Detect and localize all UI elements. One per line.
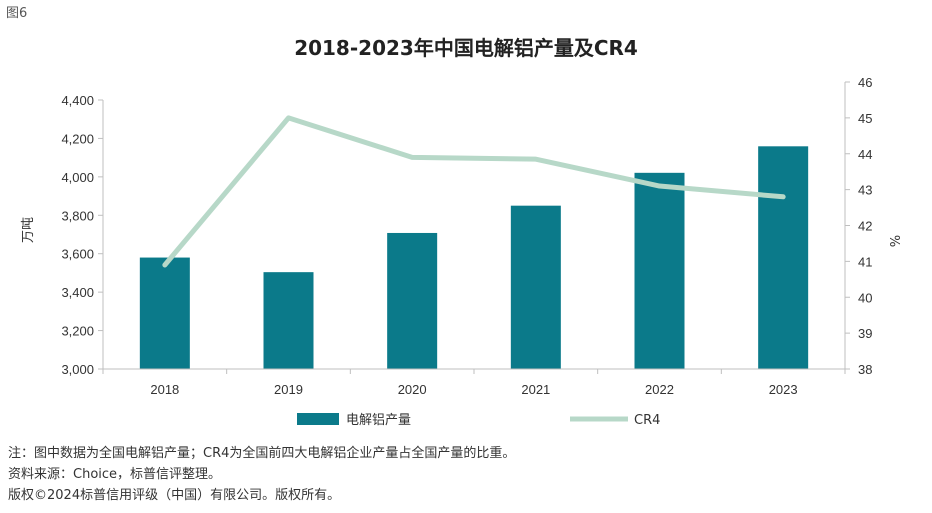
- x-tick-label: 2019: [274, 382, 303, 397]
- y-tick-label: 3,200: [61, 324, 94, 339]
- y-tick-label: 3,400: [61, 285, 94, 300]
- y-tick-label: 4,200: [61, 131, 94, 146]
- bar: [510, 205, 561, 369]
- y2-tick-label: 38: [858, 362, 872, 377]
- y2-tick-label: 44: [858, 147, 872, 162]
- bar: [263, 272, 314, 369]
- bar: [634, 172, 685, 369]
- y-axis-title: 万吨: [21, 217, 36, 243]
- chart-title: 2018-2023年中国电解铝产量及CR4: [294, 36, 638, 60]
- legend: 电解铝产量 CR4: [297, 413, 660, 428]
- y2-tick-label: 46: [858, 75, 872, 90]
- y-tick-label: 4,400: [61, 93, 94, 108]
- y2-tick-label: 42: [858, 219, 872, 234]
- y-tick-label: 4,000: [61, 170, 94, 185]
- y2-tick-label: 41: [858, 254, 872, 269]
- cr4-line: [162, 115, 786, 268]
- bar: [758, 146, 809, 369]
- notes: 注：图中数据为全国电解铝产量；CR4为全国前四大电解铝企业产量占全国产量的比重。…: [8, 443, 515, 506]
- y-tick-label: 3,800: [61, 208, 94, 223]
- y-tick-label: 3,600: [61, 247, 94, 262]
- y2-tick-label: 39: [858, 326, 872, 341]
- x-tick-label: 2021: [521, 382, 550, 397]
- x-tick-label: 2020: [398, 382, 427, 397]
- figure-label: 图6: [6, 6, 28, 21]
- x-tick-label: 2022: [645, 382, 674, 397]
- y2-tick-label: 43: [858, 183, 872, 198]
- bar: [387, 232, 438, 369]
- bar: [139, 257, 190, 369]
- note-line: 资料来源：Choice，标普信评整理。: [8, 467, 222, 482]
- legend-swatch-bar: [297, 413, 339, 425]
- legend-label-bar: 电解铝产量: [346, 413, 411, 428]
- x-tick-label: 2023: [769, 382, 798, 397]
- y-tick-label: 3,000: [61, 362, 94, 377]
- note-line: 注：图中数据为全国电解铝产量；CR4为全国前四大电解铝企业产量占全国产量的比重。: [8, 446, 516, 461]
- y2-axis-title: %: [886, 235, 901, 247]
- y2-tick-label: 40: [858, 290, 872, 305]
- legend-label-line: CR4: [634, 413, 660, 428]
- y2-tick-label: 45: [858, 111, 872, 126]
- x-tick-label: 2018: [150, 382, 179, 397]
- note-line: 版权©2024标普信用评级（中国）有限公司。版权所有。: [8, 488, 341, 503]
